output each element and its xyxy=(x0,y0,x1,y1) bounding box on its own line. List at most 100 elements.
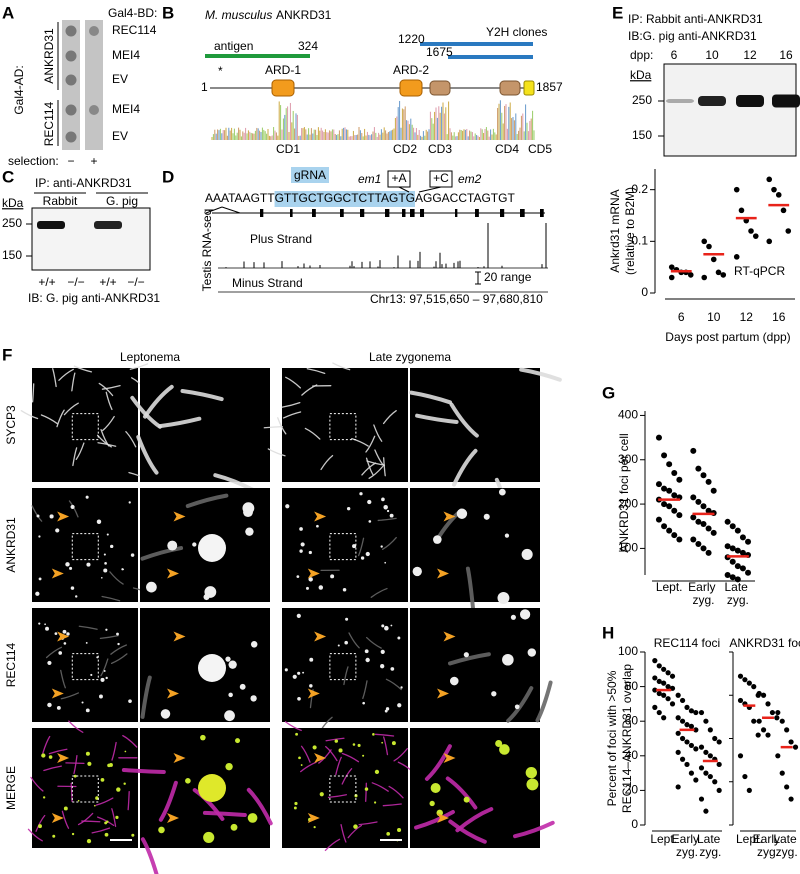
data-point xyxy=(784,784,790,790)
bd-row: EV xyxy=(112,129,128,143)
exon xyxy=(340,209,344,217)
row-label: ANKRD31 xyxy=(4,517,18,573)
axis-stroke xyxy=(20,410,39,420)
data-point xyxy=(734,576,741,583)
y-tick-label: 0 xyxy=(641,285,648,299)
x-tick-label: Lept. xyxy=(650,832,677,846)
data-point xyxy=(684,761,690,768)
focus xyxy=(397,827,402,833)
focus xyxy=(128,699,132,703)
focus xyxy=(85,495,89,499)
arrowhead xyxy=(51,813,64,823)
focus xyxy=(228,692,233,698)
data-point xyxy=(760,692,767,698)
data-point xyxy=(737,673,744,679)
data-point xyxy=(671,507,678,514)
data-point xyxy=(675,692,681,698)
data-point xyxy=(656,678,662,685)
data-point xyxy=(661,501,668,508)
clone-bar xyxy=(448,55,533,59)
arrowhead xyxy=(51,568,64,579)
focus xyxy=(85,641,88,644)
axis-stroke xyxy=(393,747,408,762)
axis-stroke xyxy=(304,427,321,440)
arrowhead xyxy=(307,568,320,579)
data-point xyxy=(746,787,752,794)
data-point xyxy=(679,718,686,724)
axis-stroke xyxy=(95,797,114,806)
focus xyxy=(298,756,301,760)
data-point xyxy=(712,779,718,785)
axis-stroke xyxy=(110,644,128,655)
data-point xyxy=(716,787,722,794)
x-tick-label: Lept. xyxy=(656,580,683,594)
axis-stroke xyxy=(277,417,287,435)
focus xyxy=(525,767,537,779)
axis-stroke xyxy=(100,428,110,447)
focus xyxy=(100,778,105,782)
focus xyxy=(49,514,54,519)
axis-stroke xyxy=(81,820,101,823)
bd-row: MEI4 xyxy=(112,102,140,116)
axis-stroke xyxy=(374,733,395,737)
focus xyxy=(386,831,391,836)
axis-stroke xyxy=(56,409,65,428)
arrowhead xyxy=(314,753,327,763)
focus xyxy=(239,683,246,690)
focus xyxy=(367,499,372,505)
arrowhead xyxy=(57,511,70,522)
y-tick-label: 0.1 xyxy=(631,234,648,248)
axis-stroke xyxy=(351,438,369,447)
focus xyxy=(106,820,109,823)
data-point xyxy=(666,461,673,468)
data-point xyxy=(669,673,676,679)
arrowhead xyxy=(167,688,179,699)
focus xyxy=(167,540,178,551)
focus xyxy=(499,744,510,755)
allele: em1 xyxy=(358,172,381,186)
colony xyxy=(65,50,77,62)
focus xyxy=(105,676,108,680)
focus xyxy=(510,614,516,620)
data-point xyxy=(661,715,667,721)
focus xyxy=(85,708,90,713)
y-axis-label: (relative to B2M) xyxy=(623,187,637,275)
data-point xyxy=(669,685,676,691)
axis-stroke xyxy=(327,794,347,799)
focus xyxy=(160,709,171,719)
bd-row: MEI4 xyxy=(112,48,140,62)
column-header: Late zygonema xyxy=(369,350,451,364)
focus xyxy=(200,734,206,741)
axis-stroke xyxy=(140,837,159,874)
data-point xyxy=(652,675,658,681)
focus xyxy=(497,592,510,604)
focus xyxy=(300,542,305,547)
axis-stroke xyxy=(140,675,152,719)
arrowhead xyxy=(443,631,456,642)
focus xyxy=(380,649,385,654)
axis-stroke xyxy=(63,402,79,416)
antibody: Rabbit xyxy=(43,194,78,208)
data-point xyxy=(769,709,776,716)
focus xyxy=(380,664,385,669)
data-point xyxy=(665,696,671,702)
data-point xyxy=(669,701,676,707)
axis-stroke xyxy=(65,762,85,765)
arrowhead xyxy=(437,568,449,579)
track-label: Testis RNA-seq xyxy=(200,209,214,292)
data-point xyxy=(656,690,662,697)
focus xyxy=(62,629,67,634)
residue: 1857 xyxy=(536,80,563,94)
axis-stroke xyxy=(320,454,334,471)
ad-group: ANKRD31 xyxy=(42,28,56,84)
data-point xyxy=(742,677,748,683)
colony xyxy=(65,25,77,37)
y-tick-label: 0.2 xyxy=(631,182,648,196)
exon xyxy=(312,209,316,217)
axis-stroke xyxy=(35,814,46,832)
dpp: 16 xyxy=(779,48,793,62)
axis-stroke xyxy=(60,692,80,700)
sequence-part: AGGACCTAGTGT xyxy=(415,191,515,205)
axis-stroke xyxy=(382,410,397,425)
axis-stroke xyxy=(465,566,475,611)
